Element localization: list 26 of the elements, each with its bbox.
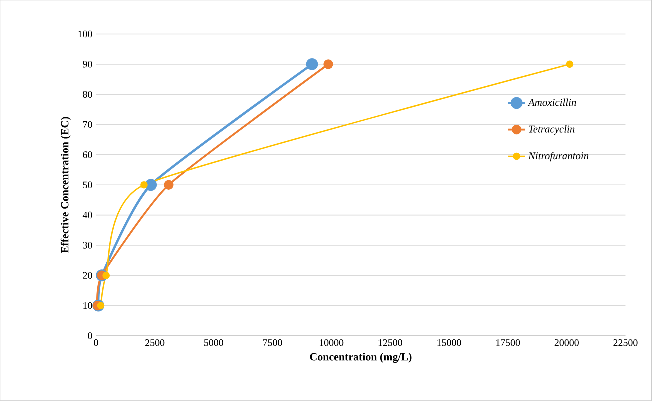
y-tick-label: 10 [84, 302, 92, 310]
x-tick-label: 2500 [146, 339, 165, 346]
y-tick-label: 20 [83, 272, 92, 279]
y-tick-label: 40 [82, 212, 92, 219]
x-tick-label: 0 [94, 339, 98, 346]
x-tick-label: 15000 [438, 339, 462, 346]
x-tick-label: 10000 [320, 339, 344, 346]
x-tick-label: 17500 [496, 339, 520, 346]
y-tick-label: 0 [88, 332, 92, 340]
y-tick-label: 50 [83, 182, 92, 188]
y-tick-label: 30 [83, 242, 92, 249]
x-tick-label: 22500 [614, 339, 638, 346]
x-tick-label: 20000 [554, 339, 579, 346]
x-tick-label: 5000 [204, 339, 224, 346]
x-tick-label: 7500 [263, 339, 282, 346]
x-tick-label: 12500 [378, 339, 402, 346]
y-tick-label: 70 [83, 121, 92, 128]
y-tick-label: 90 [83, 60, 92, 68]
legend-label: Amoxicillin [528, 98, 576, 106]
legend-label: Tetracyclin [529, 125, 575, 135]
y-tick-label: 60 [83, 151, 92, 158]
y-tick-label: 100 [78, 30, 92, 38]
y-tick-label: 80 [83, 91, 92, 98]
legend-label: Nitrofurantoin [528, 152, 589, 162]
x-axis-title: Concentration (mg/L) [310, 352, 412, 363]
y-axis-title: Effective Concentration (EC) [60, 117, 71, 254]
